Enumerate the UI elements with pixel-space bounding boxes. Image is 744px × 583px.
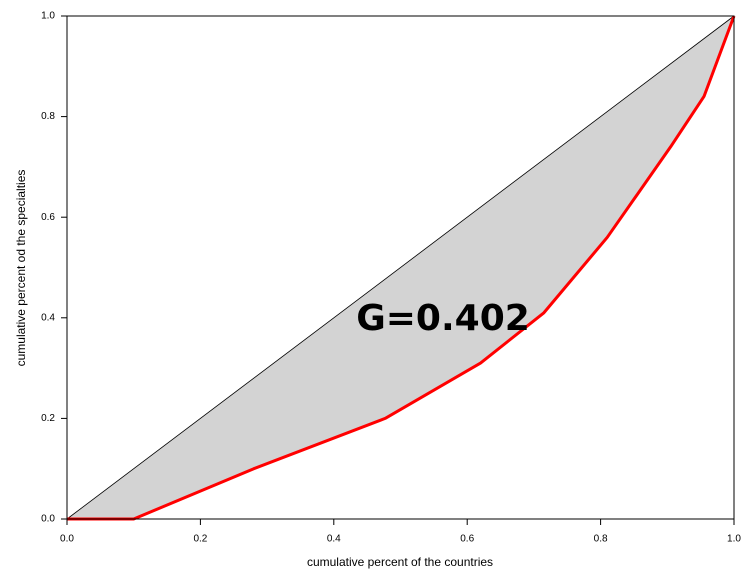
- y-tick-label: 1.0: [41, 11, 55, 22]
- y-tick-label: 0.6: [41, 212, 55, 223]
- equality-line: [66, 15, 735, 520]
- x-tick-label: 0.0: [60, 534, 74, 545]
- x-tick-label: 0.6: [460, 534, 474, 545]
- plot-frame: [66, 15, 735, 520]
- x-tick-label: 1.0: [727, 534, 741, 545]
- y-axis-label: cumulative percent od the specialties: [14, 170, 28, 367]
- x-tick-label: 0.8: [594, 534, 608, 545]
- lorenz-curve: [67, 15, 736, 521]
- x-axis-label: cumulative percent of the countries: [307, 555, 493, 569]
- y-tick-label: 0.8: [41, 111, 55, 122]
- y-tick-label: 0.2: [41, 413, 55, 424]
- x-tick-label: 0.2: [193, 534, 207, 545]
- y-tick-label: 0.0: [41, 514, 55, 525]
- annotation: G=0.402: [356, 298, 530, 339]
- y-tick-label: 0.4: [41, 312, 55, 323]
- x-tick-label: 0.4: [327, 534, 341, 545]
